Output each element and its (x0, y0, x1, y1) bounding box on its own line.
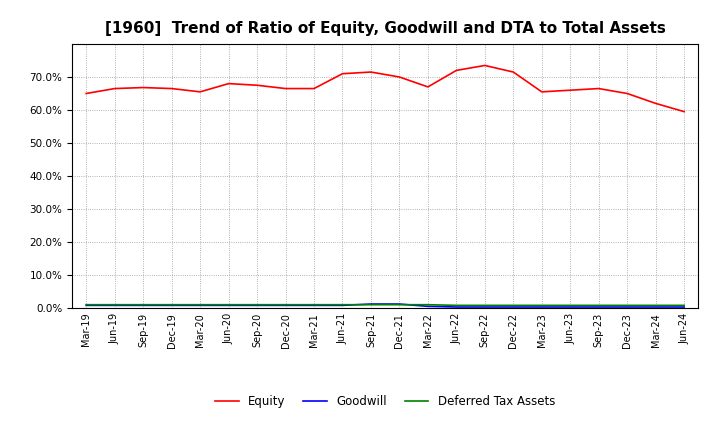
Equity (566, 88, 575, 93)
Deferred Tax Assets (680, 303, 688, 308)
Deferred Tax Assets (196, 302, 204, 307)
Deferred Tax Assets (423, 302, 432, 307)
Deferred Tax Assets (537, 303, 546, 308)
Goodwill (282, 303, 290, 308)
Goodwill (423, 304, 432, 309)
Goodwill (338, 303, 347, 308)
Goodwill (623, 304, 631, 310)
Goodwill (253, 303, 261, 308)
Equity (680, 109, 688, 114)
Goodwill (680, 304, 688, 310)
Equity (338, 71, 347, 76)
Deferred Tax Assets (395, 302, 404, 307)
Deferred Tax Assets (282, 302, 290, 307)
Equity (452, 68, 461, 73)
Equity (395, 74, 404, 80)
Equity (623, 91, 631, 96)
Deferred Tax Assets (82, 302, 91, 307)
Deferred Tax Assets (139, 302, 148, 307)
Goodwill (139, 303, 148, 308)
Equity (253, 83, 261, 88)
Equity (366, 70, 375, 75)
Deferred Tax Assets (366, 302, 375, 307)
Title: [1960]  Trend of Ratio of Equity, Goodwill and DTA to Total Assets: [1960] Trend of Ratio of Equity, Goodwil… (105, 21, 665, 36)
Deferred Tax Assets (566, 303, 575, 308)
Deferred Tax Assets (110, 302, 119, 307)
Equity (480, 63, 489, 68)
Goodwill (366, 301, 375, 307)
Goodwill (310, 303, 318, 308)
Deferred Tax Assets (623, 303, 631, 308)
Equity (225, 81, 233, 86)
Goodwill (196, 303, 204, 308)
Legend: Equity, Goodwill, Deferred Tax Assets: Equity, Goodwill, Deferred Tax Assets (210, 391, 560, 413)
Line: Deferred Tax Assets: Deferred Tax Assets (86, 304, 684, 305)
Deferred Tax Assets (480, 303, 489, 308)
Equity (652, 101, 660, 106)
Goodwill (480, 304, 489, 310)
Deferred Tax Assets (652, 303, 660, 308)
Deferred Tax Assets (595, 303, 603, 308)
Line: Equity: Equity (86, 66, 684, 112)
Goodwill (452, 304, 461, 310)
Equity (509, 70, 518, 75)
Goodwill (566, 304, 575, 310)
Equity (595, 86, 603, 91)
Goodwill (167, 303, 176, 308)
Equity (82, 91, 91, 96)
Line: Goodwill: Goodwill (86, 304, 684, 307)
Equity (423, 84, 432, 90)
Deferred Tax Assets (167, 302, 176, 307)
Equity (110, 86, 119, 91)
Equity (310, 86, 318, 91)
Goodwill (225, 303, 233, 308)
Equity (537, 89, 546, 95)
Goodwill (509, 304, 518, 310)
Goodwill (82, 303, 91, 308)
Deferred Tax Assets (225, 302, 233, 307)
Equity (196, 89, 204, 95)
Equity (139, 85, 148, 90)
Deferred Tax Assets (452, 303, 461, 308)
Goodwill (595, 304, 603, 310)
Deferred Tax Assets (310, 302, 318, 307)
Deferred Tax Assets (253, 302, 261, 307)
Goodwill (395, 301, 404, 307)
Goodwill (110, 303, 119, 308)
Equity (167, 86, 176, 91)
Deferred Tax Assets (509, 303, 518, 308)
Goodwill (537, 304, 546, 310)
Goodwill (652, 304, 660, 310)
Equity (282, 86, 290, 91)
Deferred Tax Assets (338, 302, 347, 307)
